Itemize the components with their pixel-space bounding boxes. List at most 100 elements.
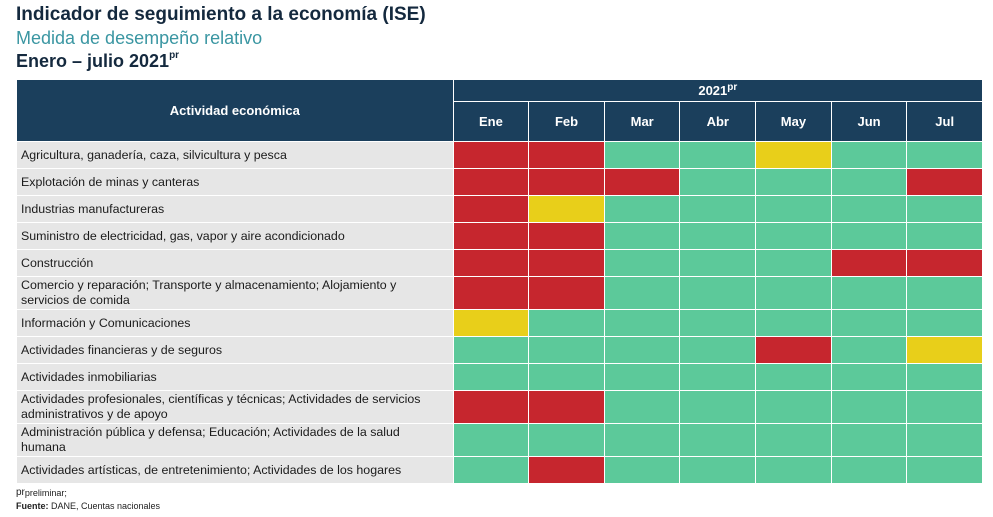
heatmap-cell-red xyxy=(528,141,605,169)
heatmap-cell-green xyxy=(679,195,757,223)
activity-label: Industrias manufactureras xyxy=(16,195,454,223)
year-superscript: pr xyxy=(727,82,738,94)
heatmap-cell-yellow xyxy=(528,195,605,223)
chart-title: Indicador de seguimiento a la economía (… xyxy=(16,4,426,25)
year-header: 2021pr xyxy=(452,78,984,103)
table-row: Actividades profesionales, científicas y… xyxy=(16,390,983,424)
month-header-jun: Jun xyxy=(830,101,908,142)
footnote-preliminary: prpreliminar; xyxy=(16,487,67,499)
chart-subtitle: Medida de desempeño relativo xyxy=(16,28,263,48)
month-header-may: May xyxy=(755,101,832,142)
heatmap-cell-green xyxy=(830,390,908,424)
heatmap-cell-green xyxy=(906,195,983,223)
heatmap-cell-green xyxy=(906,423,983,457)
heatmap-cell-green xyxy=(906,141,983,169)
heatmap-cell-red xyxy=(452,390,530,424)
heatmap-cell-green xyxy=(830,456,908,484)
heatmap-cell-green xyxy=(906,276,983,310)
heatmap-cell-red xyxy=(528,390,605,424)
heatmap-cell-green xyxy=(452,336,530,364)
table-row: Actividades financieras y de seguros xyxy=(16,336,983,364)
activity-label: Actividades profesionales, científicas y… xyxy=(16,390,454,424)
activity-label: Administración pública y defensa; Educac… xyxy=(16,423,454,457)
heatmap-cell-green xyxy=(755,456,832,484)
heatmap-cell-green xyxy=(755,276,832,310)
period-label: Enero – julio 2021pr xyxy=(16,50,180,72)
heatmap-cell-green xyxy=(679,390,757,424)
table-row: Suministro de electricidad, gas, vapor y… xyxy=(16,222,983,250)
heatmap-cell-green xyxy=(830,141,908,169)
heatmap-cell-green xyxy=(679,363,757,391)
year-label: 2021 xyxy=(698,83,728,99)
heatmap-cell-red xyxy=(452,249,530,277)
heatmap-cell-red xyxy=(528,222,605,250)
heatmap-cell-yellow xyxy=(906,336,983,364)
heatmap-cell-green xyxy=(830,423,908,457)
heatmap-cell-green xyxy=(830,336,908,364)
heatmap-cell-red xyxy=(528,168,605,196)
source-text: DANE, Cuentas nacionales xyxy=(48,501,161,511)
heatmap-cell-green xyxy=(679,336,757,364)
heatmap-cell-green xyxy=(755,423,832,457)
heatmap-cell-red xyxy=(452,195,530,223)
heatmap-cell-green xyxy=(679,222,757,250)
table-row: Comercio y reparación; Transporte y alma… xyxy=(16,276,983,310)
heatmap-cell-green xyxy=(906,222,983,250)
heatmap-cell-green xyxy=(755,249,832,277)
period-text: Enero – julio 2021 xyxy=(16,51,170,71)
activity-label: Actividades financieras y de seguros xyxy=(16,336,454,364)
heatmap-cell-green xyxy=(830,276,908,310)
footnote-source: Fuente: DANE, Cuentas nacionales xyxy=(16,501,160,511)
activity-label: Actividades inmobiliarias xyxy=(16,363,454,391)
heatmap-cell-green xyxy=(755,168,832,196)
heatmap-cell-red xyxy=(452,276,530,310)
activity-label: Construcción xyxy=(16,249,454,277)
heatmap-cell-green xyxy=(830,363,908,391)
heatmap-cell-green xyxy=(528,309,605,337)
heatmap-cell-green xyxy=(528,363,605,391)
heatmap-cell-green xyxy=(679,141,757,169)
heatmap-cell-green xyxy=(679,423,757,457)
heatmap-table: Actividad económica 2021pr Ene Feb Mar Abr M… xyxy=(16,78,984,484)
period-superscript: pr xyxy=(169,50,180,61)
heatmap-cell-yellow xyxy=(452,309,530,337)
heatmap-cell-red xyxy=(528,456,605,484)
heatmap-cell-yellow xyxy=(755,141,832,169)
heatmap-cell-green xyxy=(603,309,681,337)
table-row: Agricultura, ganadería, caza, silvicultu… xyxy=(16,141,983,169)
heatmap-cell-red xyxy=(452,168,530,196)
heatmap-cell-red xyxy=(528,276,605,310)
heatmap-cell-green xyxy=(755,195,832,223)
month-header-row: Ene Feb Mar Abr May Jun Jul xyxy=(17,101,983,142)
heatmap-cell-green xyxy=(906,456,983,484)
table-row: Información y Comunicaciones xyxy=(16,309,983,337)
table-row: Construcción xyxy=(16,249,983,277)
table-row: Actividades artísticas, de entretenimien… xyxy=(16,456,983,484)
heatmap-cell-green xyxy=(679,456,757,484)
table-row: Industrias manufactureras xyxy=(16,195,983,223)
activity-label: Agricultura, ganadería, caza, silvicultu… xyxy=(16,141,454,169)
table-row: Actividades inmobiliarias xyxy=(16,363,983,391)
heatmap-cell-green xyxy=(603,390,681,424)
activity-column-header: Actividad económica xyxy=(16,79,454,142)
source-label: Fuente: xyxy=(16,501,49,511)
heatmap-cell-green xyxy=(603,276,681,310)
heatmap-cell-green xyxy=(528,336,605,364)
heatmap-cell-red xyxy=(452,141,530,169)
heatmap-cell-green xyxy=(830,168,908,196)
activity-label: Explotación de minas y canteras xyxy=(16,168,454,196)
heatmap-cell-red xyxy=(603,168,681,196)
heatmap-cell-green xyxy=(830,222,908,250)
heatmap-cell-green xyxy=(452,456,530,484)
heatmap-cell-green xyxy=(830,195,908,223)
footnote-preliminary-text: preliminar; xyxy=(24,488,67,498)
heatmap-cell-red xyxy=(906,249,983,277)
month-header-mar: Mar xyxy=(603,101,681,142)
heatmap-cell-green xyxy=(755,222,832,250)
table-row: Administración pública y defensa; Educac… xyxy=(16,423,983,457)
heatmap-cell-green xyxy=(679,309,757,337)
activity-label: Suministro de electricidad, gas, vapor y… xyxy=(16,222,454,250)
heatmap-cell-green xyxy=(755,309,832,337)
heatmap-cell-green xyxy=(452,423,530,457)
heatmap-cell-green xyxy=(603,423,681,457)
